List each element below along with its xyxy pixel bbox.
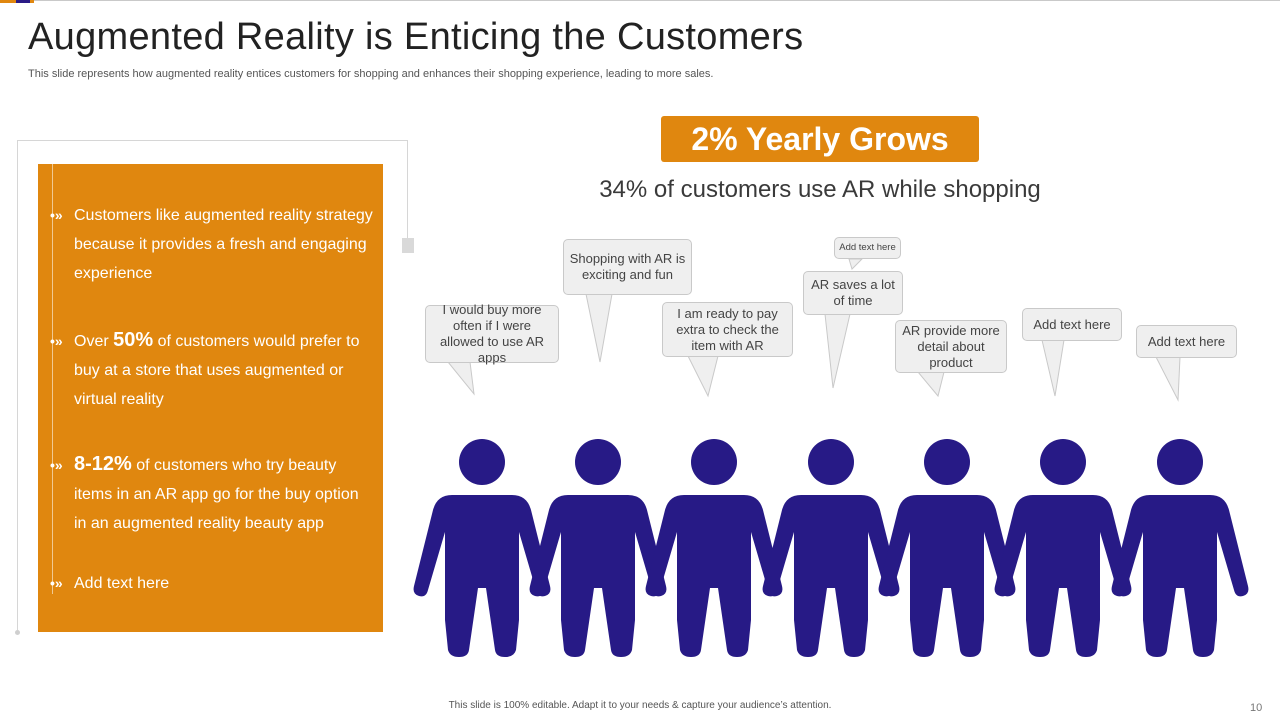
- panel-item-3-highlight: 8-12%: [74, 453, 132, 475]
- panel-item-2-prefix: Over: [74, 333, 114, 350]
- speech-bubble: AR provide more detail about product: [895, 320, 1007, 373]
- bubble-tail: [687, 355, 719, 398]
- bubble-tail: [1041, 339, 1065, 397]
- bubble-tail: [824, 313, 851, 389]
- speech-bubble: Add text here: [1136, 325, 1237, 358]
- panel-item-2-highlight: 50%: [113, 329, 154, 351]
- bullet-icon: •»: [50, 333, 63, 349]
- facts-panel: [38, 164, 383, 632]
- speech-bubble: Shopping with AR is exciting and fun: [563, 239, 692, 295]
- bullet-icon: •»: [50, 457, 63, 473]
- slide-title: Augmented Reality is Enticing the Custom…: [28, 16, 804, 58]
- panel-item-3-suffix: of customers who try beauty items in an …: [74, 457, 359, 532]
- panel-frame-tab: [402, 238, 414, 253]
- person-icon: [1111, 439, 1249, 657]
- ar-usage-stat: 34% of customers use AR while shopping: [599, 176, 1041, 203]
- page-number: 10: [1250, 702, 1263, 714]
- person-icon: [994, 439, 1132, 657]
- speech-bubble: I am ready to pay extra to check the ite…: [662, 302, 793, 357]
- top-divider: [0, 0, 1280, 1]
- person-icon: [645, 439, 783, 657]
- panel-item-3: 8-12% of customers who try beauty items …: [74, 450, 374, 538]
- bullet-icon: •»: [50, 575, 63, 591]
- person-icon: [762, 439, 900, 657]
- bubble-tail: [446, 361, 475, 396]
- panel-item-2: Over 50% of customers would prefer to bu…: [74, 326, 374, 414]
- panel-frame: [17, 140, 408, 632]
- panel-frame-edge: [407, 140, 408, 238]
- speech-bubble: Add text here: [834, 237, 901, 259]
- panel-item-4-text: Add text here: [74, 575, 170, 592]
- panel-item-1: Customers like augmented reality strateg…: [74, 201, 374, 288]
- slide-footer: This slide is 100% editable. Adapt it to…: [448, 700, 832, 711]
- person-icon: [413, 439, 551, 657]
- bubble-tail: [916, 371, 945, 398]
- bubble-tail: [585, 293, 613, 363]
- panel-item-1-text: Customers like augmented reality strateg…: [74, 207, 373, 282]
- panel-frame-dot: [15, 630, 20, 635]
- panel-item-4: Add text here: [74, 569, 374, 598]
- speech-bubble: I would buy more often if I were allowed…: [425, 302, 559, 365]
- person-icon: [529, 439, 667, 657]
- growth-banner: 2% Yearly Grows: [661, 116, 979, 162]
- person-icon: [878, 439, 1016, 657]
- panel-timeline-line: [52, 164, 53, 594]
- speech-bubble: AR saves a lot of time: [803, 271, 903, 315]
- panel-item-2-suffix: of customers would prefer to buy at a st…: [74, 333, 360, 408]
- bubble-tail: [1155, 356, 1181, 402]
- top-accent-mark: [16, 0, 30, 3]
- speech-bubble: Add text here: [1022, 308, 1122, 341]
- bullet-icon: •»: [50, 207, 63, 223]
- bubble-tail: [848, 258, 864, 270]
- slide-subtitle: This slide represents how augmented real…: [28, 68, 714, 80]
